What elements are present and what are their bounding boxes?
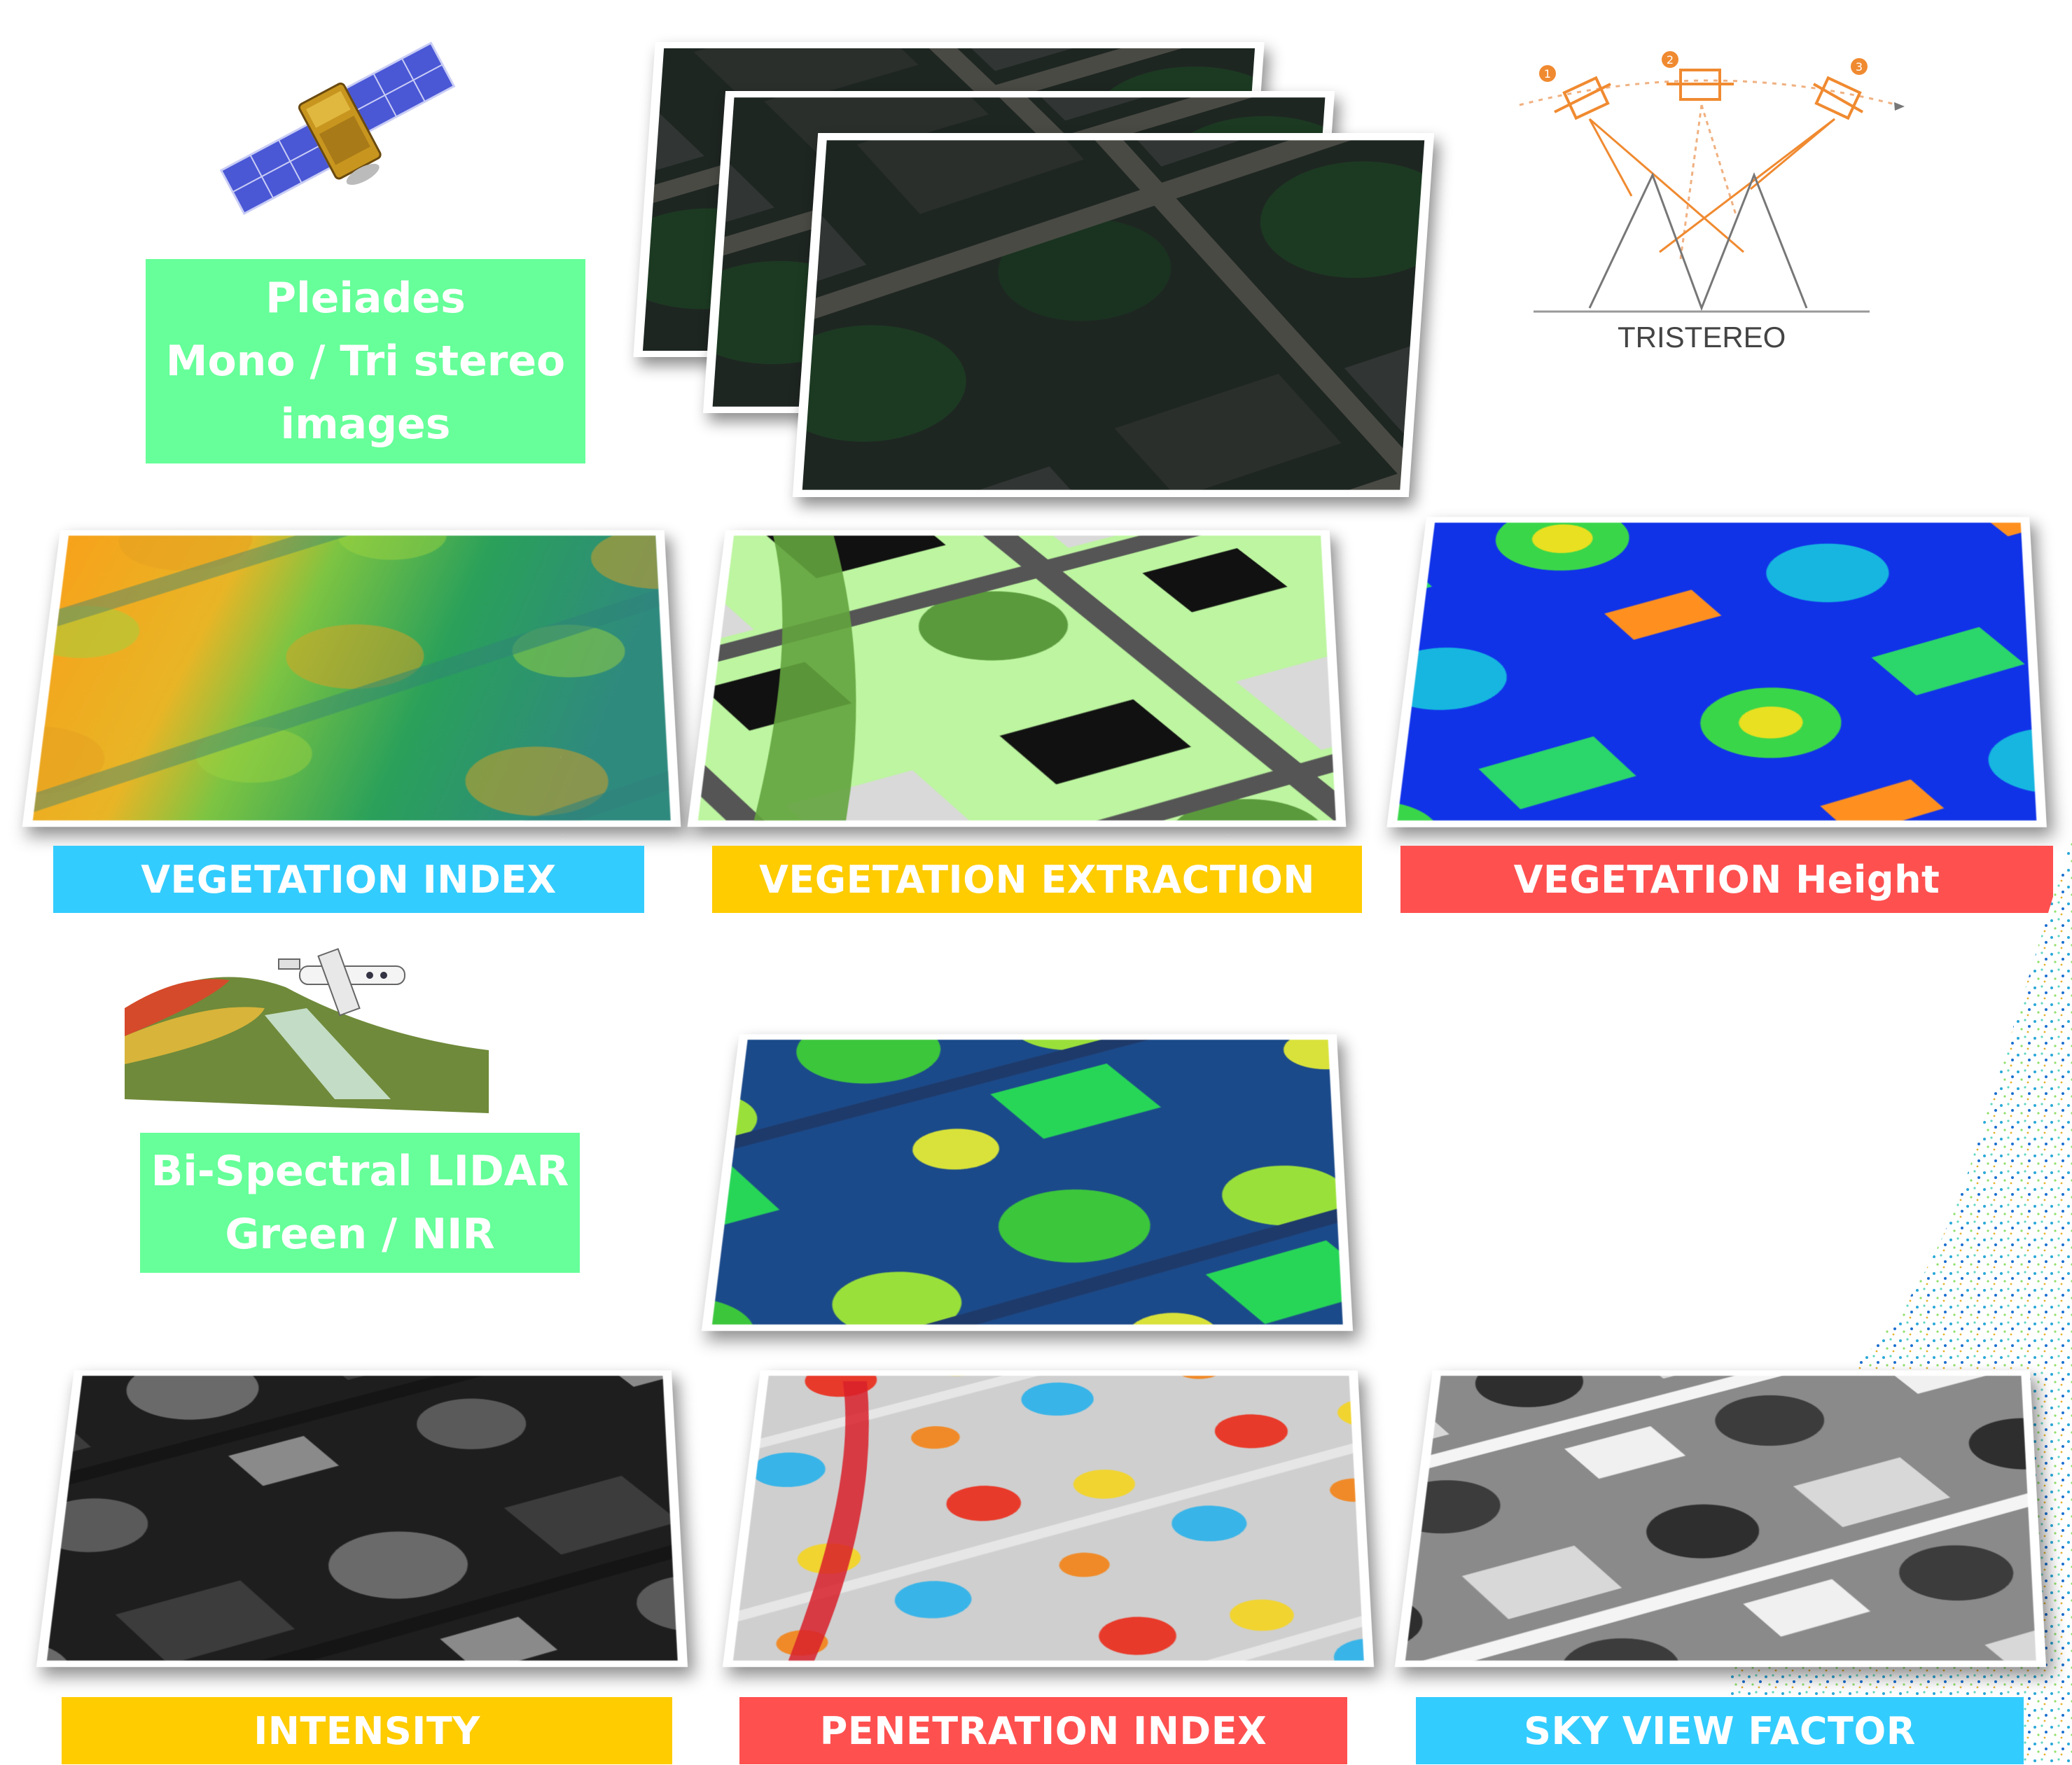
intensity-map (36, 1370, 688, 1667)
lidar-color-map (702, 1034, 1353, 1331)
vegetation-extraction-map (688, 530, 1347, 827)
label-vegetation-index: VEGETATION INDEX (53, 846, 644, 913)
pleiades-line-3: images (281, 393, 451, 456)
label-sky-view-factor: SKY VIEW FACTOR (1416, 1697, 2024, 1764)
pleiades-line-2: Mono / Tri stereo (166, 330, 566, 393)
vegetation-index-map (22, 530, 681, 827)
svg-text:3: 3 (1856, 60, 1863, 74)
satellite-3-icon (1814, 78, 1863, 118)
satellite-image-front (793, 133, 1434, 497)
label-vegetation-extraction: VEGETATION EXTRACTION (712, 846, 1362, 913)
sky-view-factor-map (1395, 1370, 2046, 1667)
pleiades-line-1: Pleiades (265, 267, 466, 330)
tristereo-caption: TRISTEREO (1618, 321, 1786, 354)
penetration-index-map (723, 1370, 1374, 1667)
satellite-illustration (189, 14, 483, 238)
tristereo-diagram: 1 2 3 TRISTEREO (1506, 42, 1912, 364)
label-intensity: INTENSITY (62, 1697, 672, 1764)
pleiades-box: Pleiades Mono / Tri stereo images (146, 259, 585, 463)
lidar-plane-illustration (125, 931, 489, 1113)
satellite-2-icon (1667, 70, 1734, 99)
lidar-box: Bi-Spectral LIDAR Green / NIR (140, 1133, 580, 1273)
svg-text:2: 2 (1667, 53, 1674, 67)
lidar-line-1: Bi-Spectral LIDAR (151, 1140, 569, 1203)
vegetation-height-map (1386, 517, 2047, 827)
lidar-line-2: Green / NIR (225, 1203, 494, 1266)
label-penetration-index: PENETRATION INDEX (739, 1697, 1347, 1764)
svg-text:1: 1 (1544, 67, 1551, 81)
satellite-1-icon (1555, 78, 1611, 118)
